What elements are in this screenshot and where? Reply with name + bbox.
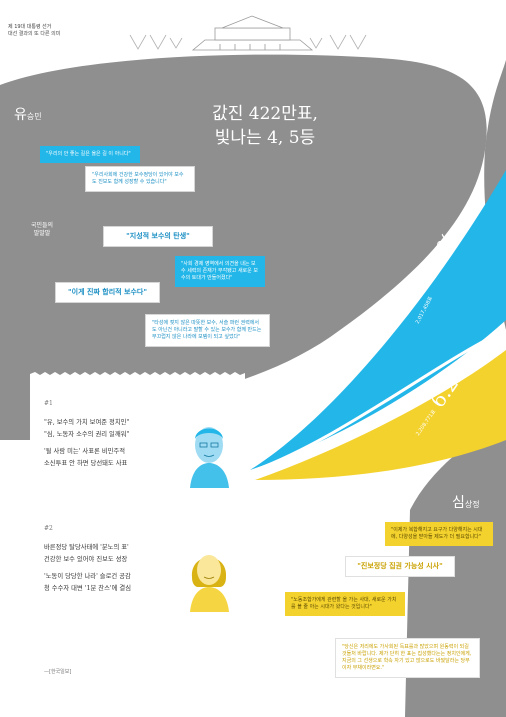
- paper-line: 건강한 보수 있어야 진보도 성장: [44, 556, 128, 563]
- yoo-side-label: 국민들의 말말말: [30, 222, 54, 237]
- sim-quote-4: "당신은 저리에도 가사회된 득표를과 많았으며 원동력이 되길 것들처 바랍니…: [335, 638, 480, 678]
- paper-num-2: #2: [44, 525, 53, 532]
- paper-line: 바른정당 탈당사태에 '분노의 표': [44, 544, 129, 551]
- sim-section-tag: 심상정: [452, 492, 480, 512]
- yoo-quote-2: "우리사회에 건강한 보수정당이 있어야 보수도 진보도 함께 성장할 수 있습…: [85, 166, 195, 192]
- gray-ribbon: [0, 54, 487, 392]
- yellow-band: [255, 350, 506, 480]
- paper-num-1: #1: [44, 400, 53, 407]
- paper-line: "심, 노동자 소수의 권리 일깨워": [44, 431, 130, 438]
- blue-band: [250, 170, 506, 470]
- sim-tag-big: 심: [452, 495, 465, 511]
- yoo-portrait: [190, 427, 229, 488]
- yoo-tag-big: 유: [14, 107, 27, 123]
- paper-line: '될 사람 미는' 사표론 비민주적: [44, 448, 125, 455]
- paper-line: 소신투표 안 하면 당선돼도 사표: [44, 460, 128, 467]
- sim-quote-3: "노동조합가에게 관련할 올 가는 사대, 새로운 가치를 볼 줄 아는 시대가…: [285, 592, 405, 616]
- yoo-quote-5: "이게 진짜 합리적 보수다": [55, 282, 160, 303]
- white-curve: [249, 328, 506, 474]
- sim-portrait: [190, 555, 229, 612]
- title-line-2: 빛나는 4, 5등: [214, 128, 316, 148]
- yoo-quote-3: "지성적 보수의 탄생": [103, 226, 213, 247]
- header-line-1: 제 19대 대통령 선거: [8, 24, 52, 30]
- yoo-quote-4: "사회 경제 영역에서 의견을 내는 보수 세력의 존재가 부각됐고 새로운 보…: [175, 256, 265, 287]
- sim-quote-2: "진보정당 집권 가능성 시사": [345, 556, 455, 577]
- paper-line: "유, 보수의 가치 보여준 정치인": [44, 419, 130, 426]
- palace-illustration: [191, 15, 314, 51]
- paper-line: '노동이 당당한 나라' 슬로건 공감: [44, 573, 131, 580]
- main-title: 값진 422만표, 빛나는 4, 5등: [150, 102, 380, 150]
- paper-source: —[한국일보]: [44, 669, 72, 675]
- newspaper-clipping: #1 "유, 보수의 가치 보여준 정치인" "심, 노동자 소수의 권리 일깨…: [30, 375, 245, 695]
- header-line-2: 대선 결과의 또 다른 의미: [8, 31, 61, 37]
- title-line-1: 값진 422만표,: [212, 104, 318, 124]
- sim-quote-1: "이제가 복합해지고 요구가 다양해지는 시대에, 다양성을 받아들 제도가 더…: [385, 522, 493, 546]
- yoo-quote-6: "타성에 젖지 않은 따뜻한 보수, 서슬 퍼런 권력에서도 아닌건 아니라고 …: [145, 314, 270, 347]
- paper-line: 청 수수자 대변 '1분 찬스'에 결심: [44, 585, 131, 592]
- paper-torn-edge: [30, 372, 245, 377]
- yoo-section-tag: 유승민: [14, 104, 42, 124]
- yoo-tag-small: 승민: [26, 112, 42, 121]
- sim-tag-small: 상정: [464, 500, 480, 509]
- leaf-decoration: [129, 34, 367, 50]
- yoo-quote-1: "우리의 안 좋는 길은 옳은 길 이 아니다": [40, 146, 140, 163]
